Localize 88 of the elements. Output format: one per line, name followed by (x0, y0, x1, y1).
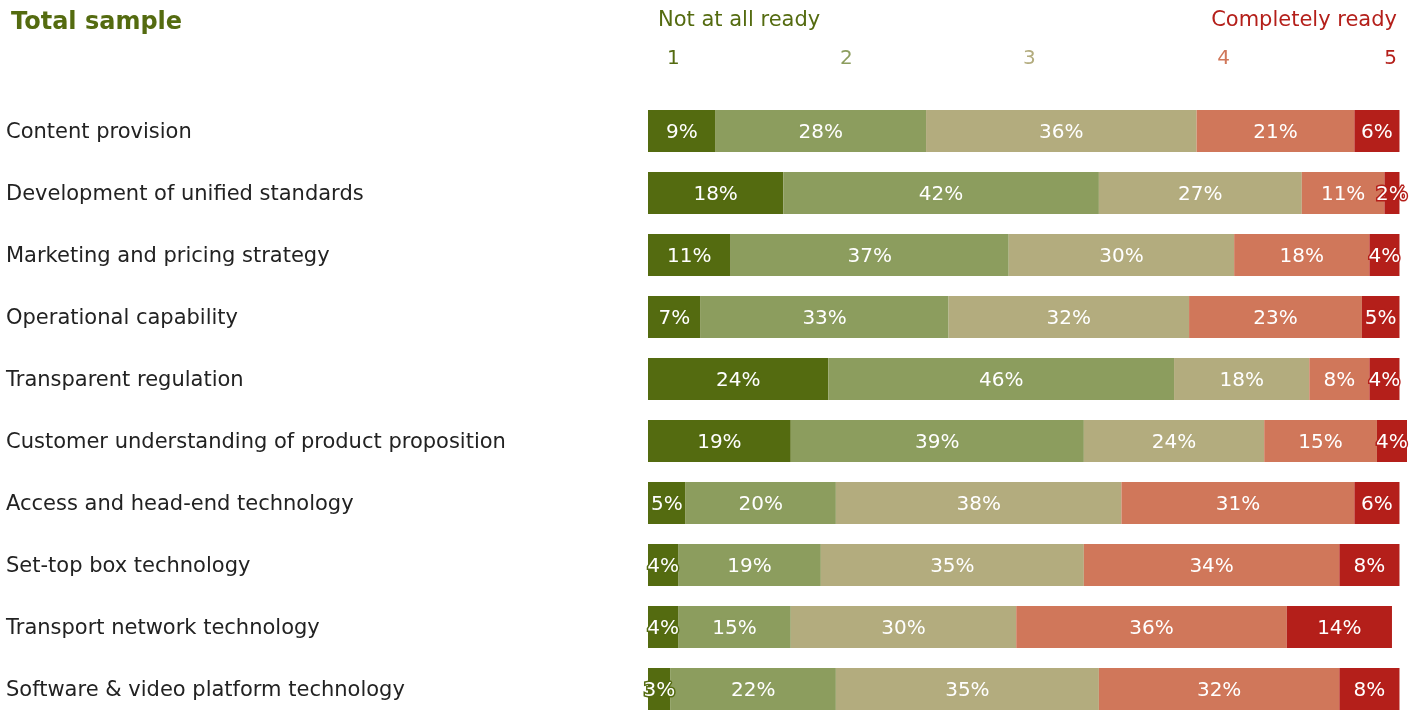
bar (730, 234, 1009, 276)
data-label: 5% (1364, 305, 1397, 329)
data-label: 35% (930, 553, 975, 577)
data-label: 32% (1196, 677, 1242, 701)
data-label: 7% (658, 305, 691, 329)
text: 1 (666, 45, 680, 69)
y-tick-label: Software & video platform technology (6, 677, 405, 701)
data-label: 22% (730, 677, 776, 701)
data-label: 4% (647, 615, 679, 639)
data-label: 32% (1046, 305, 1092, 329)
data-label: 19% (727, 553, 772, 577)
data-label: 30% (881, 615, 926, 639)
data-label: 4% (1368, 367, 1401, 391)
bar (783, 172, 1099, 214)
data-label: 33% (802, 305, 847, 329)
y-tick-label: Content provision (6, 119, 192, 143)
data-label: 11% (1320, 181, 1366, 205)
bar (926, 110, 1197, 152)
data-label: 42% (918, 181, 964, 205)
bar (700, 296, 949, 338)
bar (1098, 668, 1340, 710)
y-tick-label: Operational capability (6, 305, 238, 329)
data-label: 28% (798, 119, 844, 143)
text: 4 (1217, 45, 1230, 69)
bar (1098, 172, 1302, 214)
data-label: 24% (715, 367, 761, 391)
data-label: 39% (915, 429, 960, 453)
y-tick-label: Transparent regulation (5, 367, 244, 391)
bar (790, 606, 1017, 648)
text: 5 (1384, 45, 1397, 69)
data-label: 8% (1353, 553, 1386, 577)
data-label: 38% (956, 491, 1001, 515)
data-label: 35% (945, 677, 990, 701)
text: Completely ready (1211, 6, 1398, 31)
data-label: 4% (647, 553, 679, 577)
y-tick-label: Access and head-end technology (6, 491, 354, 515)
bar (1083, 544, 1340, 586)
data-label: 15% (712, 615, 757, 639)
data-label: 8% (1323, 367, 1356, 391)
data-label: 6% (1361, 491, 1393, 515)
data-label: 4% (1368, 243, 1401, 267)
data-label: 11% (667, 243, 712, 267)
bar (1008, 234, 1235, 276)
data-label: 34% (1189, 553, 1234, 577)
data-label: 20% (738, 491, 783, 515)
bar (835, 482, 1122, 524)
data-label: 21% (1253, 119, 1298, 143)
bar (1121, 482, 1355, 524)
bar (820, 544, 1084, 586)
data-label: 4% (1376, 429, 1408, 453)
data-label: 18% (1279, 243, 1325, 267)
data-label: 31% (1215, 491, 1261, 515)
data-label: 18% (1219, 367, 1264, 391)
data-label: 6% (1361, 119, 1393, 143)
y-tick-label: Customer understanding of product proposition (6, 429, 506, 453)
bar (1196, 110, 1355, 152)
data-label: 23% (1253, 305, 1298, 329)
data-label: 18% (693, 181, 738, 205)
bar (948, 296, 1190, 338)
data-label: 36% (1039, 119, 1084, 143)
y-tick-label: Transport network technology (5, 615, 320, 639)
bar (715, 110, 927, 152)
text: 3 (1022, 45, 1036, 69)
bar (1189, 296, 1362, 338)
data-label: 27% (1178, 181, 1223, 205)
bar (648, 358, 829, 400)
bar (1083, 420, 1265, 462)
data-label: 46% (978, 367, 1024, 391)
bar (790, 420, 1084, 462)
data-label: 24% (1151, 429, 1197, 453)
bar (1016, 606, 1287, 648)
data-label: 5% (650, 491, 683, 515)
y-tick-label: Development of unified standards (6, 181, 364, 205)
data-label: 14% (1317, 615, 1362, 639)
bar (828, 358, 1175, 400)
data-label: 19% (697, 429, 742, 453)
text: Total sample (11, 7, 183, 35)
data-label: 30% (1099, 243, 1144, 267)
data-label: 15% (1298, 429, 1343, 453)
data-label: 36% (1129, 615, 1174, 639)
data-label: 37% (847, 243, 892, 267)
y-tick-label: Marketing and pricing strategy (6, 243, 330, 267)
text: Not at all ready (658, 6, 821, 31)
data-label: 9% (665, 119, 698, 143)
y-tick-label: Set-top box technology (6, 553, 251, 577)
bar (835, 668, 1099, 710)
data-label: 8% (1353, 677, 1386, 701)
text: 2 (840, 45, 853, 69)
